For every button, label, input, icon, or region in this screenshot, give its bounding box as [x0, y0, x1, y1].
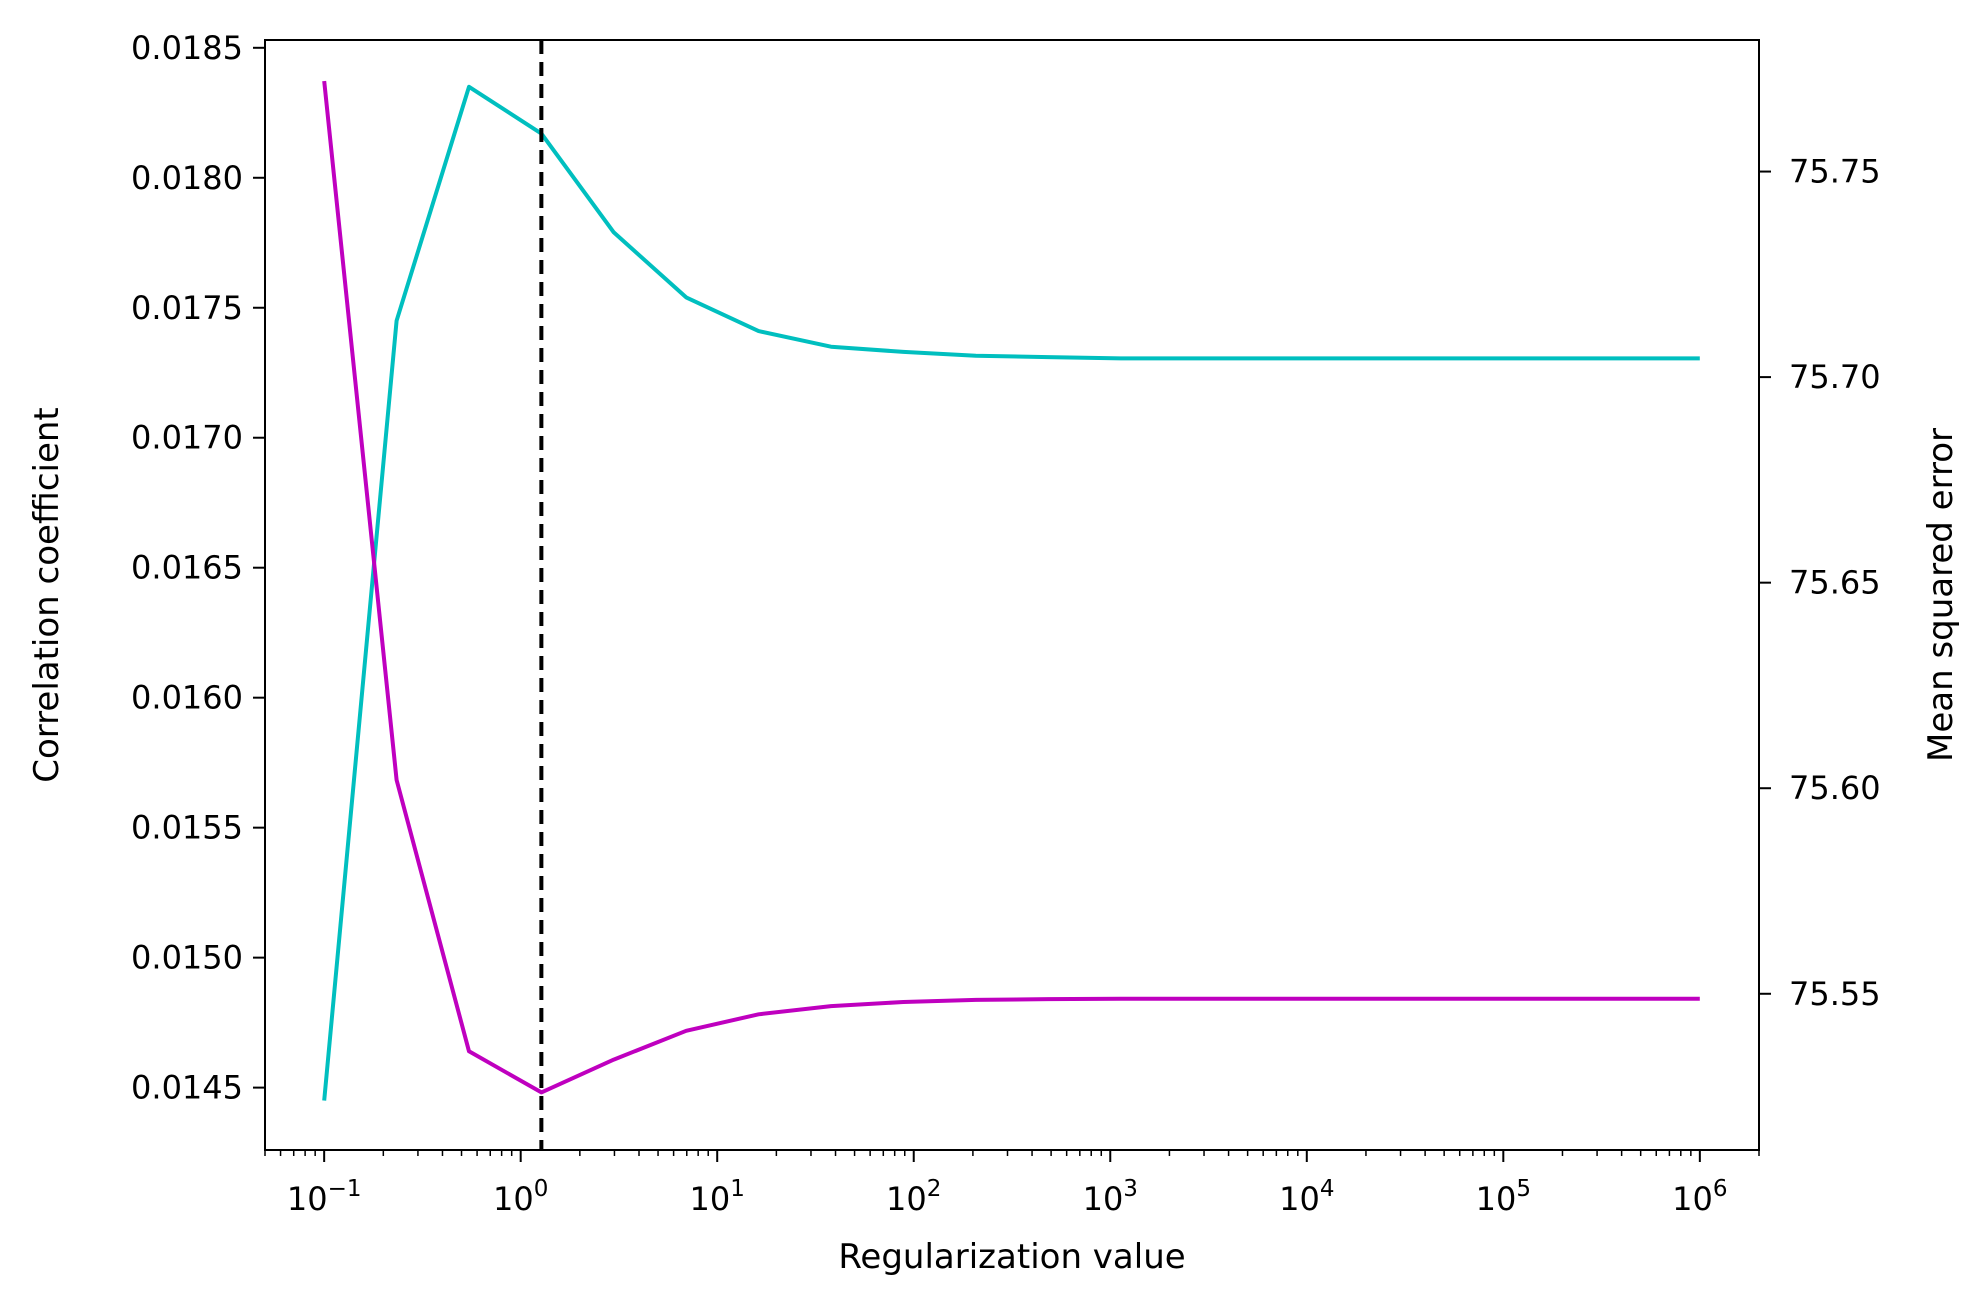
- mse-series-line: [322, 80, 1700, 1095]
- x-tick-label: 102: [886, 1176, 941, 1218]
- left-y-tick-label: 0.0185: [131, 29, 243, 67]
- left-y-axis-title: Correlation coefficient: [27, 407, 67, 783]
- x-tick-label: 100: [493, 1176, 548, 1218]
- x-tick-label: 104: [1279, 1176, 1334, 1218]
- right-y-tick-label: 75.60: [1789, 769, 1881, 807]
- plot-frame: [264, 39, 1760, 1151]
- correlation-series-line: [322, 84, 1700, 1101]
- left-y-tick-label: 0.0145: [131, 1069, 243, 1107]
- right-y-tick-label: 75.70: [1789, 358, 1881, 396]
- left-y-tick-label: 0.0170: [131, 419, 243, 457]
- left-y-tick-label: 0.0150: [131, 939, 243, 977]
- left-y-tick-label: 0.0165: [131, 549, 243, 587]
- left-y-tick-label: 0.0180: [131, 159, 243, 197]
- left-y-tick-label: 0.0175: [131, 289, 243, 327]
- left-y-tick-label: 0.0155: [131, 809, 243, 847]
- x-tick-label: 101: [690, 1176, 745, 1218]
- x-tick-label: 103: [1083, 1176, 1138, 1218]
- x-tick-label: 10−1: [287, 1176, 362, 1218]
- plot-lines: [322, 40, 1700, 1150]
- right-y-axis-ticks: 75.55 75.60 75.65 75.70 75.75: [1759, 153, 1881, 1013]
- left-y-axis-ticks: 0.0145 0.0150 0.0155 0.0160 0.0165 0.0170 0.01…: [131, 29, 265, 1107]
- x-axis-ticks: 10−1 100 101 102 103 104 105 106: [264, 1150, 1760, 1218]
- right-y-axis-title: Mean squared error: [1921, 428, 1961, 762]
- right-y-tick-label: 75.75: [1789, 153, 1881, 191]
- right-y-tick-label: 75.65: [1789, 564, 1881, 602]
- right-y-tick-label: 75.55: [1789, 975, 1881, 1013]
- x-axis-title: Regularization value: [838, 1237, 1185, 1277]
- x-tick-label: 106: [1672, 1176, 1727, 1218]
- left-y-tick-label: 0.0160: [131, 679, 243, 717]
- x-tick-label: 105: [1476, 1176, 1531, 1218]
